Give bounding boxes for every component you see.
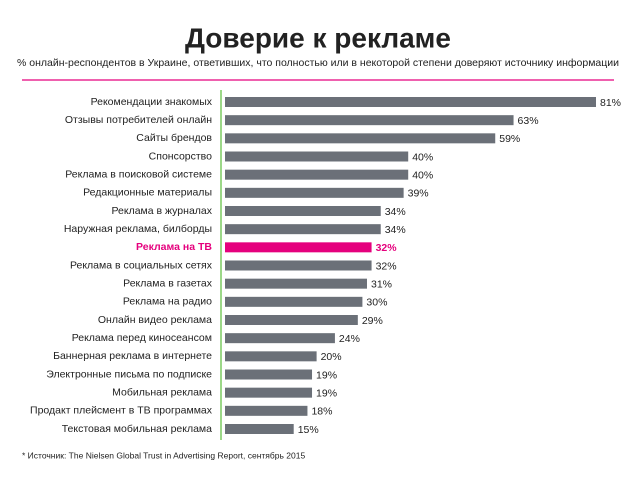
- bar: [225, 187, 404, 198]
- category-label: Продакт плейсмент в ТВ программах: [30, 405, 213, 417]
- bar: [225, 133, 496, 144]
- bar: [225, 260, 372, 271]
- bar: [225, 333, 335, 344]
- bar: [225, 278, 367, 289]
- category-label: Отзывы потребителей онлайн: [65, 114, 212, 126]
- bar: [225, 242, 372, 253]
- bar: [225, 169, 409, 180]
- source-note: * Источник: The Nielsen Global Trust in …: [22, 450, 305, 460]
- category-label: Сайты брендов: [136, 132, 212, 144]
- chart-subtitle: % онлайн-респондентов в Украине, ответив…: [17, 57, 619, 69]
- category-label: Мобильная реклама: [112, 386, 212, 398]
- value-label: 59%: [499, 133, 520, 145]
- category-label: Рекомендации знакомых: [91, 96, 213, 108]
- category-label: Реклама на радио: [123, 296, 212, 308]
- value-label: 29%: [362, 315, 383, 327]
- chart-title: Доверие к рекламе: [185, 22, 451, 53]
- value-label: 20%: [321, 351, 342, 363]
- bar: [225, 424, 294, 434]
- value-label: 34%: [385, 224, 406, 236]
- value-label: 40%: [412, 151, 433, 163]
- category-label: Редакционные материалы: [83, 187, 212, 199]
- category-label: Реклама перед киносеансом: [72, 332, 212, 344]
- category-label: Реклама в социальных сетях: [70, 259, 213, 271]
- value-label: 30%: [366, 297, 387, 309]
- bar: [225, 296, 363, 307]
- value-label: 15%: [298, 424, 319, 436]
- value-label: 18%: [311, 406, 332, 418]
- value-label: 63%: [518, 115, 539, 127]
- value-label: 19%: [316, 369, 337, 381]
- bar: [225, 369, 313, 380]
- category-label: Онлайн видео реклама: [98, 314, 212, 326]
- bar: [225, 224, 381, 235]
- category-label: Спонсорство: [149, 150, 212, 162]
- value-label: 31%: [371, 278, 392, 290]
- category-label: Баннерная реклама в интернете: [53, 350, 212, 362]
- category-label: Электронные письма по подписке: [46, 368, 212, 380]
- category-label: Наружная реклама, билборды: [64, 223, 212, 235]
- value-label: 81%: [600, 97, 621, 109]
- category-label: Реклама в журналах: [112, 205, 213, 217]
- bar: [225, 351, 317, 362]
- value-label: 32%: [376, 242, 398, 254]
- value-label: 32%: [376, 260, 397, 272]
- value-label: 39%: [408, 188, 429, 200]
- value-label: 19%: [316, 387, 337, 399]
- category-label: Текстовая мобильная реклама: [62, 423, 212, 435]
- category-label: Реклама в поисковой системе: [65, 168, 212, 180]
- bar: [225, 151, 409, 162]
- bar: [225, 387, 313, 398]
- category-label: Реклама в газетах: [123, 277, 213, 289]
- value-label: 40%: [412, 169, 433, 181]
- bar: [225, 206, 381, 216]
- bar: [225, 405, 308, 416]
- category-label: Реклама на ТВ: [136, 241, 212, 253]
- bar: [225, 115, 514, 126]
- bar: [225, 315, 358, 325]
- value-label: 24%: [339, 333, 360, 345]
- value-label: 34%: [385, 206, 406, 218]
- bar: [225, 97, 596, 107]
